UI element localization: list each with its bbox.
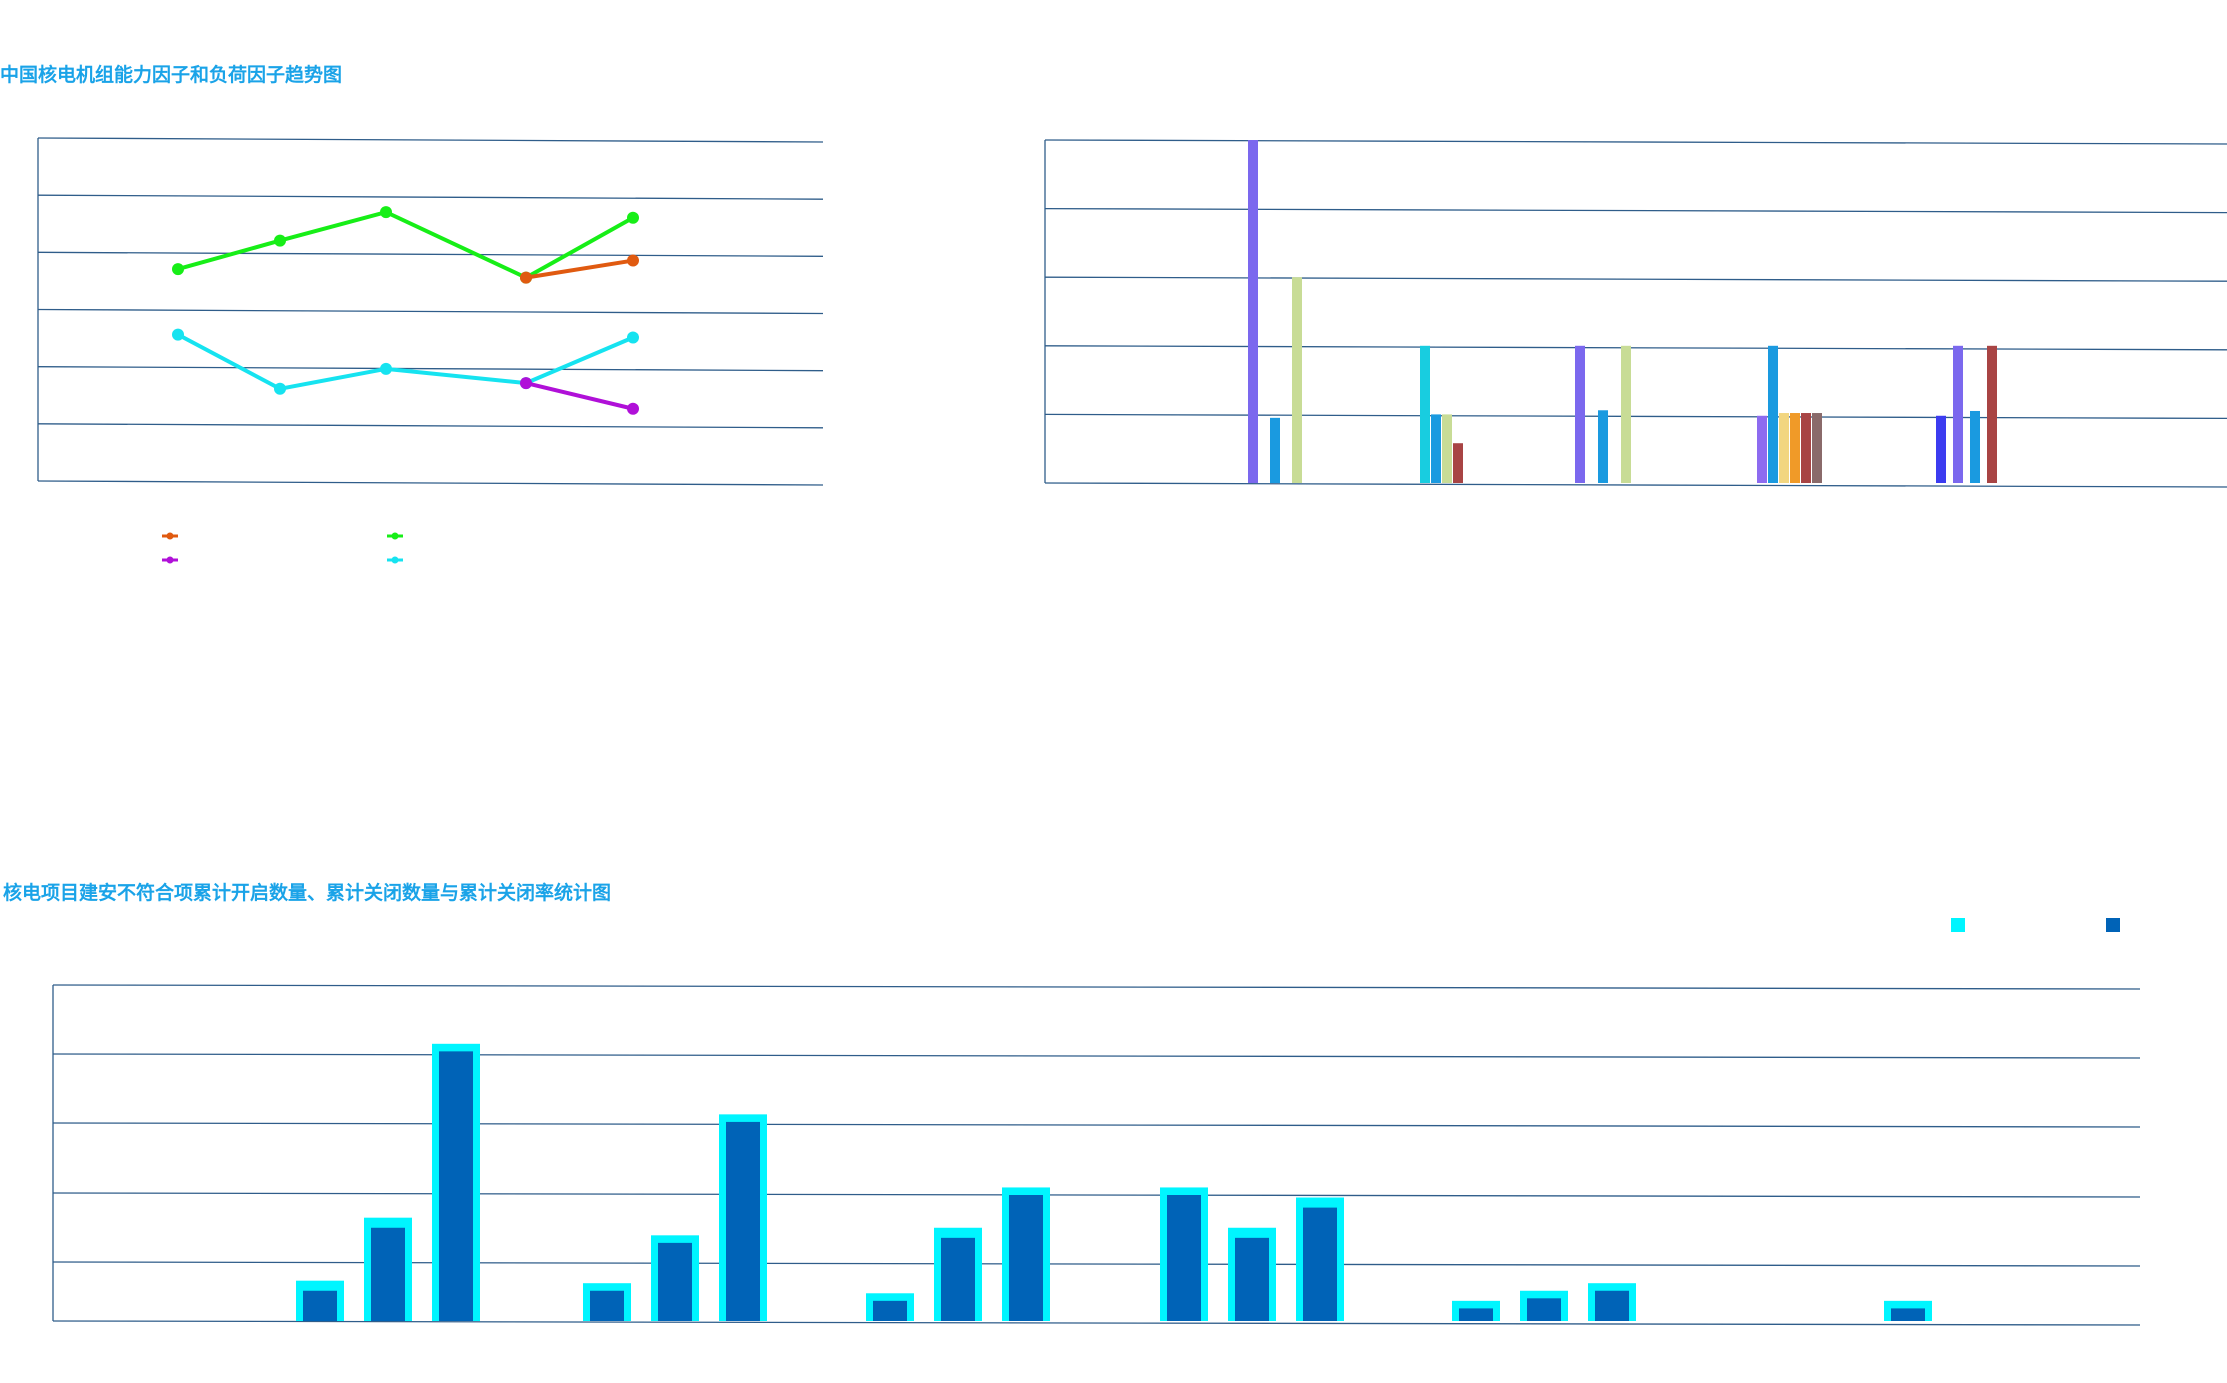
bar-closed [658,1242,692,1321]
gridline [37,480,824,486]
bar [1431,414,1441,483]
data-point-green [380,206,392,219]
bar [1575,345,1585,483]
gridline [37,366,824,372]
bar [1812,413,1822,483]
gridline [37,308,824,315]
series-line-cyan [177,332,634,391]
gridline [1044,413,2227,420]
bar-closed [1167,1195,1201,1321]
legend-marker-green [391,532,399,540]
bar [1270,417,1280,483]
bar-closed [941,1237,975,1321]
bar-closed [1595,1290,1629,1321]
bar [1292,277,1302,483]
bar [1768,345,1778,483]
gridline [37,251,824,257]
grouped-bar-chart [1044,139,2227,488]
legend-marker-orange [166,532,174,540]
ncr-chart-title: 核电项目建安不符合项累计开启数量、累计关闭数量与累计关闭率统计图 [3,882,612,904]
data-point-cyan [380,362,392,375]
series-line-orange [525,258,634,280]
data-point-orange [627,254,639,267]
bar [1442,414,1452,483]
series-line-purple [525,381,634,411]
bar [1598,410,1608,483]
gridline [1044,345,2227,351]
trend-chart-title: 中国核电机组能力因子和负荷因子趋势图 [0,64,343,86]
data-point-purple [520,377,532,390]
bar [1453,443,1463,483]
bar [1953,345,1963,483]
bar [1779,413,1789,483]
legend-marker-purple [166,556,174,564]
legend-swatch-closed [2106,918,2120,932]
gridline [37,194,824,200]
bar [1936,415,1946,483]
data-point-green [627,211,639,224]
data-point-green [274,234,286,247]
bar [1621,345,1631,483]
x-axis-line [52,1320,2141,1326]
legend-marker-cyan [391,556,399,564]
bar-closed [303,1290,337,1321]
data-point-cyan [274,382,286,395]
nonconformance-bar-chart [52,918,2141,1326]
bar-closed [1009,1195,1043,1321]
bar [1420,345,1430,483]
gridline [52,984,2141,990]
bar-closed [1459,1308,1493,1321]
series-line-green [177,209,634,280]
bar-closed [439,1051,473,1321]
data-point-cyan [627,331,639,344]
gridline [52,1192,2141,1198]
bar [1987,345,1997,483]
bar [1757,415,1767,483]
gridline [1044,139,2227,145]
bar-closed [1891,1308,1925,1321]
data-point-cyan [172,328,184,341]
bar-closed [371,1227,405,1321]
gridline [52,1122,2141,1128]
bar [1790,413,1800,483]
data-point-green [172,263,184,276]
bar-closed [590,1290,624,1321]
bar-closed [1303,1207,1337,1321]
bar-closed [1527,1298,1561,1321]
gridline [1044,207,2227,214]
gridline [1044,276,2227,282]
capacity-load-factor-line-chart [37,137,824,564]
bar-closed [1235,1237,1269,1321]
bar [1248,140,1258,483]
bar-closed [873,1300,907,1321]
gridline [1044,482,2227,488]
gridline [52,1053,2141,1059]
bar [1801,413,1811,483]
bar-closed [726,1121,760,1321]
gridline [37,423,824,429]
bar [1970,410,1980,483]
data-point-purple [627,402,639,415]
gridline [37,137,824,143]
data-point-orange [520,271,532,284]
legend-swatch-open [1951,918,1965,932]
